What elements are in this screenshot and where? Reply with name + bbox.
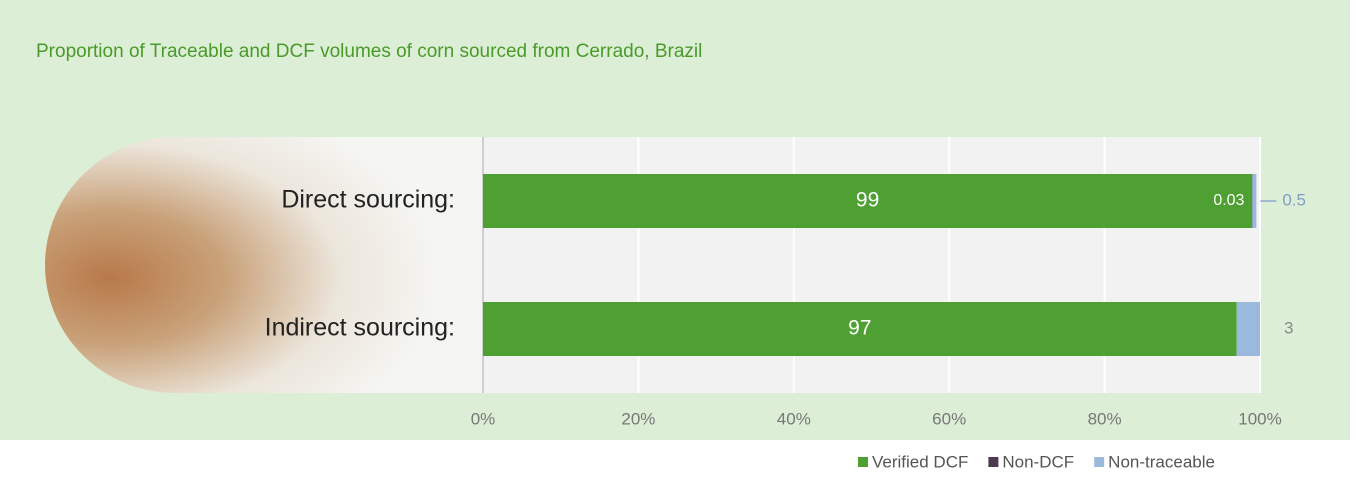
value-label: 97 (848, 317, 871, 340)
bar-segment (1237, 302, 1260, 356)
x-tick-label: 20% (621, 409, 655, 428)
value-label: 3 (1284, 318, 1293, 337)
legend-swatch (988, 457, 998, 467)
bar-segment (1252, 174, 1256, 228)
legend-swatch (1094, 457, 1104, 467)
value-label: 0.5 (1282, 190, 1306, 209)
legend-label: Non-traceable (1108, 452, 1215, 471)
value-label: 0.03 (1213, 192, 1244, 209)
category-label: Indirect sourcing: (265, 314, 455, 342)
value-label: 99 (856, 189, 879, 212)
x-tick-label: 100% (1238, 409, 1281, 428)
x-tick-label: 80% (1088, 409, 1122, 428)
legend-label: Non-DCF (1002, 452, 1074, 471)
photo-corn (45, 137, 483, 393)
legend-swatch (858, 457, 868, 467)
chart-title: Proportion of Traceable and DCF volumes … (36, 41, 702, 62)
x-tick-label: 0% (471, 409, 496, 428)
legend-label: Verified DCF (872, 452, 968, 471)
x-tick-label: 60% (932, 409, 966, 428)
x-tick-label: 40% (777, 409, 811, 428)
category-label: Direct sourcing: (281, 186, 455, 214)
